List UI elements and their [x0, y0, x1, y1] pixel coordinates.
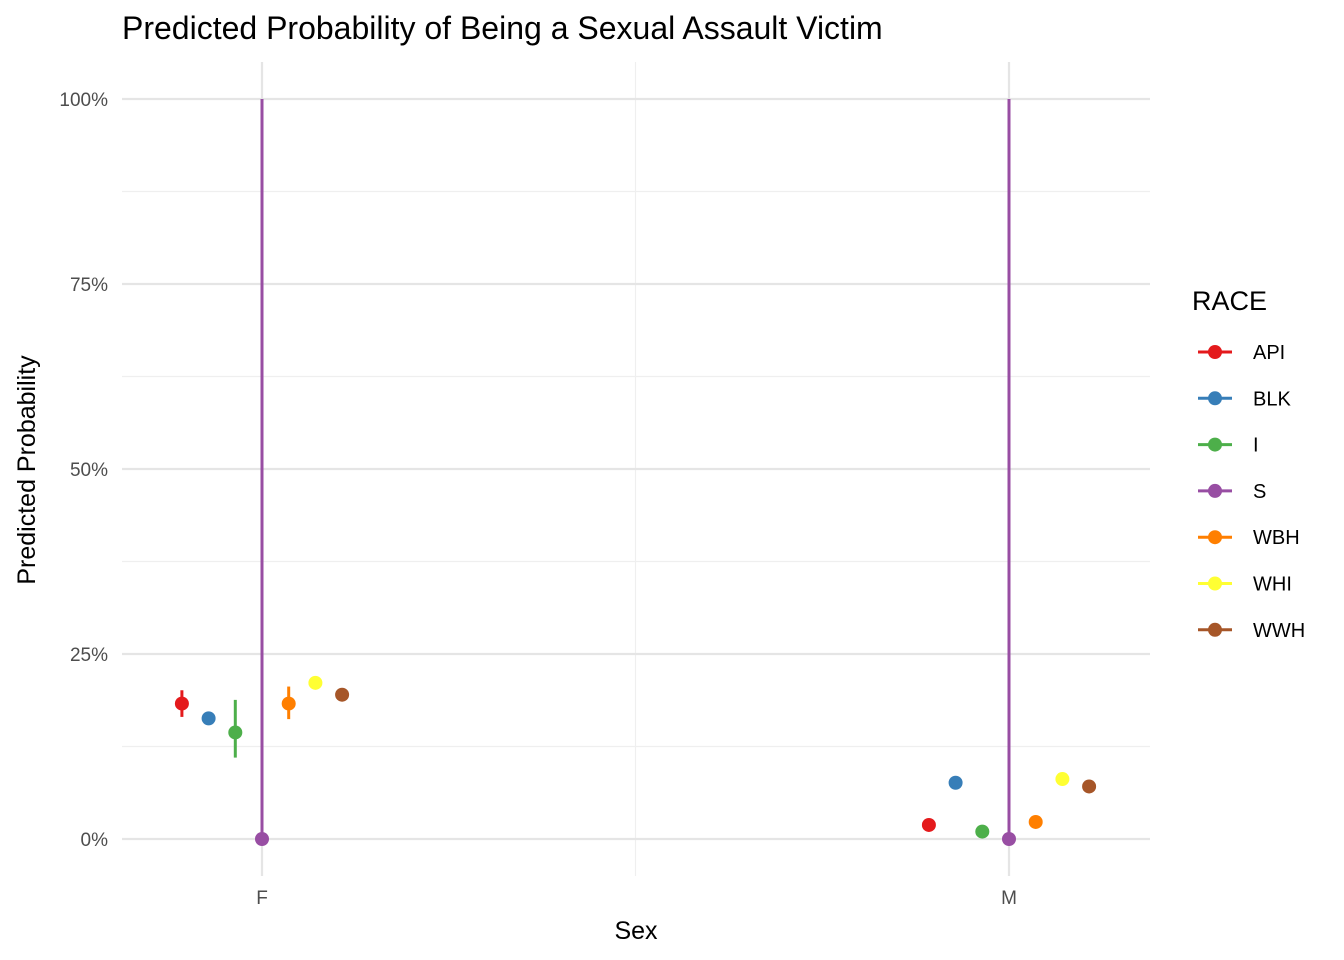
legend-label: WWH	[1253, 620, 1305, 642]
y-axis-title: Predicted Probability	[13, 355, 41, 585]
grid	[122, 62, 1150, 876]
data-point	[1082, 779, 1097, 794]
plot-marks	[174, 99, 1097, 846]
data-point	[281, 696, 296, 711]
chart-title: Predicted Probability of Being a Sexual …	[122, 10, 883, 46]
data-point	[948, 775, 963, 790]
legend: RACE API BLK I S WBH WHI WWH	[1192, 286, 1305, 642]
legend-label: WBH	[1253, 527, 1300, 549]
legend-label: S	[1253, 481, 1266, 503]
y-tick-label: 100%	[59, 90, 108, 111]
y-tick-label: 50%	[70, 460, 108, 481]
data-point	[1002, 832, 1016, 846]
legend-title: RACE	[1192, 286, 1267, 316]
legend-key-point	[1208, 576, 1222, 591]
y-tick-label: 25%	[70, 645, 108, 666]
y-tick-label: 75%	[70, 275, 108, 296]
legend-key-point	[1208, 483, 1222, 498]
legend-key-point	[1208, 530, 1222, 545]
legend-label: BLK	[1253, 388, 1291, 410]
data-point	[174, 696, 189, 711]
data-point	[201, 711, 216, 726]
data-point	[1055, 772, 1070, 787]
data-point	[1028, 814, 1043, 829]
legend-label: WHI	[1253, 574, 1292, 596]
x-tick-label: F	[256, 888, 268, 909]
legend-label: I	[1253, 435, 1259, 457]
legend-key-point	[1208, 345, 1222, 359]
data-point	[975, 824, 990, 839]
legend-key-point	[1208, 391, 1222, 406]
data-point	[335, 687, 350, 702]
data-point	[921, 817, 936, 832]
data-point	[255, 832, 269, 846]
data-point	[228, 725, 243, 740]
y-tick-label: 0%	[81, 830, 109, 851]
legend-label: API	[1253, 342, 1285, 364]
y-axis-ticks: 0% 25% 50% 75% 100%	[59, 90, 108, 851]
legend-key-point	[1208, 437, 1222, 452]
x-tick-label: M	[1001, 888, 1017, 909]
x-axis-title: Sex	[614, 917, 658, 945]
legend-key-point	[1208, 622, 1222, 637]
data-point	[308, 675, 323, 690]
